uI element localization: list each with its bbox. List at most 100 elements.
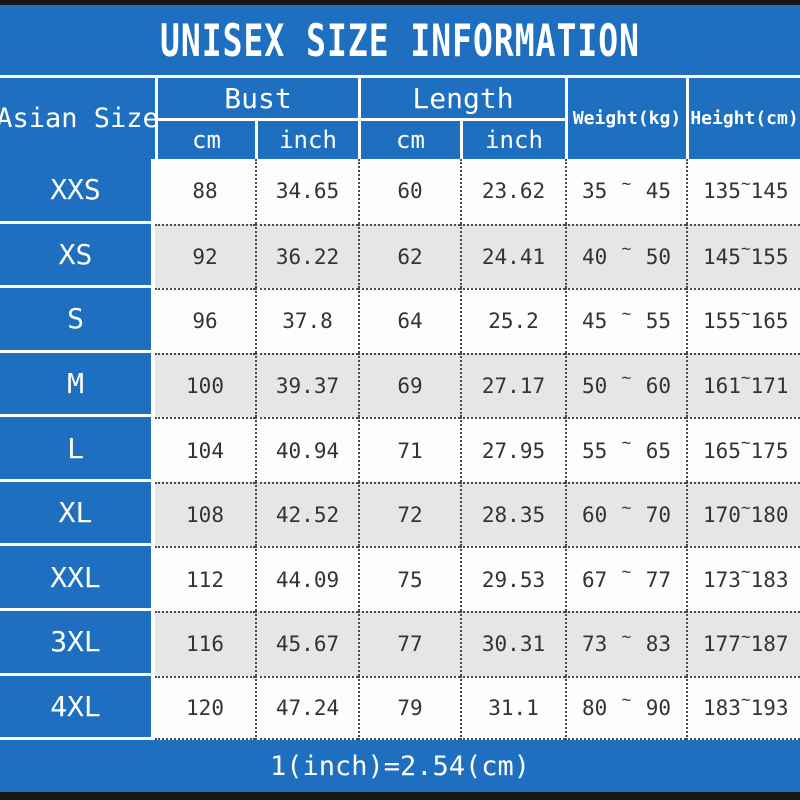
weight-min: 55 [582, 438, 608, 463]
column-header-length: Length [358, 78, 565, 121]
column-header-asian-size: Asian Size [0, 103, 159, 134]
height-min: 170 [703, 503, 741, 528]
weight-range: 40 ~ 50 [565, 223, 686, 289]
length-inch-value: 25.2 [460, 288, 565, 353]
size-label: XL [0, 481, 155, 547]
bust-cm-value: 108 [155, 481, 255, 547]
page-title: UNISEX SIZE INFORMATION [160, 13, 640, 67]
bust-inch-value: 44.09 [255, 546, 358, 611]
length-inch-value: 23.62 [460, 159, 565, 224]
size-label: S [0, 288, 155, 353]
tilde-glyph: ~ [621, 303, 632, 323]
length-inch-value: 29.53 [460, 546, 565, 611]
height-min: 183 [703, 695, 741, 720]
height-min: 161 [703, 373, 741, 398]
weight-range: 55 ~ 65 [565, 417, 686, 482]
height-range: 173 ~ 183 [686, 546, 800, 611]
length-cm-value: 62 [358, 223, 460, 289]
conversion-note-bar: 1(inch)=2.54(cm) [0, 740, 800, 792]
table-row-xl: XL 108 42.52 72 28.35 60 ~ 70 170 ~ 180 [0, 481, 800, 547]
weight-max: 83 [645, 632, 671, 657]
tilde-glyph: ~ [740, 690, 751, 710]
weight-range: 50 ~ 60 [565, 352, 686, 418]
length-cm-value: 75 [358, 546, 460, 611]
tilde-glyph: ~ [621, 173, 632, 193]
bust-inch-value: 39.37 [255, 352, 358, 418]
column-header-bust: Bust [155, 78, 358, 121]
bust-cm-value: 96 [155, 288, 255, 353]
tilde-glyph: ~ [621, 433, 632, 453]
title-bar: UNISEX SIZE INFORMATION [0, 5, 800, 78]
length-cm-value: 64 [358, 288, 460, 353]
height-max: 175 [750, 438, 789, 463]
bust-cm-value: 112 [155, 546, 255, 611]
weight-min: 45 [582, 309, 608, 334]
bottom-edge-bar [0, 792, 800, 800]
table-row-xs: XS 92 36.22 62 24.41 40 ~ 50 145 ~ 155 [0, 223, 800, 289]
size-label: 3XL [0, 610, 155, 676]
table-row-m: M 100 39.37 69 27.17 50 ~ 60 161 ~ 171 [0, 352, 800, 418]
height-min: 177 [703, 632, 741, 657]
height-min: 135 [703, 179, 741, 204]
length-inch-value: 31.1 [460, 675, 565, 741]
height-range: 177 ~ 187 [686, 610, 800, 676]
tilde-glyph: ~ [740, 239, 751, 259]
tilde-glyph: ~ [621, 497, 632, 517]
table-row-xxl: XXL 112 44.09 75 29.53 67 ~ 77 173 ~ 183 [0, 546, 800, 611]
bust-inch-value: 42.52 [255, 481, 358, 547]
height-max: 165 [750, 309, 789, 334]
height-min: 155 [703, 309, 741, 334]
weight-min: 80 [582, 695, 608, 720]
weight-max: 50 [645, 244, 671, 269]
table-row-4xl: 4XL 120 47.24 79 31.1 80 ~ 90 183 ~ 193 [0, 675, 800, 741]
weight-min: 67 [582, 567, 608, 592]
height-max: 187 [750, 632, 789, 657]
tilde-glyph: ~ [621, 562, 632, 582]
tilde-glyph: ~ [621, 690, 632, 710]
weight-range: 80 ~ 90 [565, 675, 686, 741]
length-inch-value: 30.31 [460, 610, 565, 676]
weight-max: 77 [645, 567, 671, 592]
length-inch-value: 28.35 [460, 481, 565, 547]
height-range: 155 ~ 165 [686, 288, 800, 353]
table-row-xxs: XXS 88 34.65 60 23.62 35 ~ 45 135 ~ 145 [0, 159, 800, 224]
weight-max: 45 [645, 179, 671, 204]
height-range: 170 ~ 180 [686, 481, 800, 547]
height-min: 165 [703, 438, 741, 463]
tilde-glyph: ~ [740, 433, 751, 453]
length-inch-value: 24.41 [460, 223, 565, 289]
length-cm-value: 72 [358, 481, 460, 547]
weight-max: 60 [645, 373, 671, 398]
height-max: 171 [750, 373, 789, 398]
tilde-glyph: ~ [740, 173, 751, 193]
weight-min: 40 [582, 244, 608, 269]
size-table-header: Asian Size Bust Length Weight(kg) Height… [0, 78, 800, 159]
size-label: M [0, 352, 155, 418]
length-cm-value: 77 [358, 610, 460, 676]
height-range: 183 ~ 193 [686, 675, 800, 741]
weight-max: 55 [645, 309, 671, 334]
subheader-bust-inch: inch [255, 121, 358, 159]
weight-max: 65 [645, 438, 671, 463]
height-max: 155 [750, 244, 789, 269]
height-min: 173 [703, 567, 741, 592]
weight-max: 70 [645, 503, 671, 528]
height-range: 135 ~ 145 [686, 159, 800, 224]
height-max: 183 [750, 567, 789, 592]
weight-range: 73 ~ 83 [565, 610, 686, 676]
inch-cm-conversion-note: 1(inch)=2.54(cm) [269, 750, 531, 782]
length-inch-value: 27.17 [460, 352, 565, 418]
table-row-s: S 96 37.8 64 25.2 45 ~ 55 155 ~ 165 [0, 288, 800, 353]
tilde-glyph: ~ [740, 368, 751, 388]
tilde-glyph: ~ [740, 303, 751, 323]
weight-min: 60 [582, 503, 608, 528]
column-header-height: Height(cm) [686, 78, 800, 159]
size-label: XS [0, 223, 155, 289]
tilde-glyph: ~ [740, 562, 751, 582]
size-label: XXL [0, 546, 155, 611]
height-max: 193 [750, 695, 789, 720]
tilde-glyph: ~ [740, 626, 751, 646]
height-max: 180 [750, 503, 789, 528]
tilde-glyph: ~ [740, 497, 751, 517]
weight-min: 35 [582, 179, 608, 204]
